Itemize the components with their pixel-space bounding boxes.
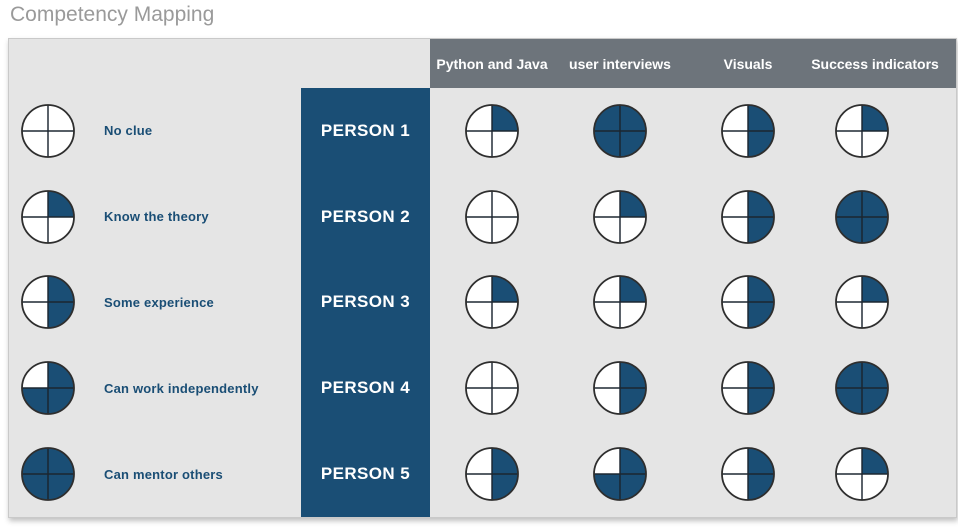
cell-p2-python-and-java [430, 174, 554, 260]
harvey-ball-level-4-icon [835, 189, 889, 244]
column-header-success-indicators: Success indicators [810, 39, 956, 88]
legend-label: Can mentor others [104, 466, 223, 482]
matrix-grid: Python and Java user interviews Visuals Suc… [9, 39, 956, 517]
column-header-label: Visuals [723, 55, 773, 72]
legend-label: Know the theory [104, 209, 209, 225]
cell-p5-user-interviews [554, 431, 686, 517]
harvey-ball-level-2-icon [593, 361, 647, 416]
person-label: PERSON 2 [320, 206, 411, 226]
person-row-header-4: PERSON 4 [301, 345, 430, 432]
cell-p4-visuals [686, 345, 810, 431]
person-label: PERSON 3 [320, 292, 411, 312]
cell-p2-visuals [686, 174, 810, 260]
harvey-ball-level-1-icon [593, 189, 647, 244]
legend-item-some-experience: Some experience [9, 260, 301, 346]
harvey-ball-level-1-icon [835, 275, 889, 330]
person-row-header-2: PERSON 2 [301, 173, 430, 260]
cell-p1-success-indicators [810, 88, 956, 174]
person-row-header-1: PERSON 1 [301, 88, 430, 174]
cell-p1-user-interviews [554, 88, 686, 174]
harvey-ball-level-4-icon [835, 361, 889, 416]
cell-p3-success-indicators [810, 260, 956, 346]
person-row-header-3: PERSON 3 [301, 259, 430, 346]
person-label: PERSON 5 [320, 464, 411, 484]
harvey-ball-level-1-icon [835, 103, 889, 158]
cell-p4-user-interviews [554, 345, 686, 431]
harvey-ball-level-2-icon [721, 275, 775, 330]
column-header-label: Python and Java [436, 55, 548, 72]
cell-p3-visuals [686, 260, 810, 346]
cell-p3-user-interviews [554, 260, 686, 346]
legend-item-can-work-independently: Can work independently [9, 345, 301, 431]
harvey-ball-level-1-icon [21, 189, 75, 244]
harvey-ball-level-1-icon [835, 447, 889, 501]
legend-item-can-mentor-others: Can mentor others [9, 431, 301, 517]
cell-p4-success-indicators [810, 345, 956, 431]
cell-p5-visuals [686, 431, 810, 517]
harvey-ball-level-2-icon [465, 447, 519, 501]
harvey-ball-level-0-icon [465, 189, 519, 244]
harvey-ball-level-2-icon [721, 189, 775, 244]
harvey-ball-level-0-icon [465, 361, 519, 416]
person-label: PERSON 1 [320, 120, 411, 140]
corner-spacer [9, 39, 430, 88]
harvey-ball-level-1-icon [465, 275, 519, 330]
page-title: Competency Mapping [10, 3, 215, 26]
column-header-label: Success indicators [811, 55, 939, 72]
column-header-label: user interviews [569, 55, 671, 72]
legend-label: Some experience [104, 294, 214, 310]
legend-label: Can work independently [104, 380, 259, 396]
legend-item-know-the-theory: Know the theory [9, 174, 301, 260]
column-header-python-and-java: Python and Java [430, 39, 554, 88]
harvey-ball-level-4-icon [21, 447, 75, 501]
legend-item-no-clue: No clue [9, 88, 301, 174]
harvey-ball-level-3-icon [21, 361, 75, 416]
harvey-ball-level-4-icon [593, 103, 647, 158]
cell-p3-python-and-java [430, 260, 554, 346]
column-header-user-interviews: user interviews [554, 39, 686, 88]
harvey-ball-level-1-icon [465, 103, 519, 158]
cell-p2-user-interviews [554, 174, 686, 260]
harvey-ball-level-2-icon [721, 447, 775, 501]
harvey-ball-level-1-icon [593, 275, 647, 330]
harvey-ball-level-2-icon [21, 275, 75, 330]
cell-p2-success-indicators [810, 174, 956, 260]
competency-panel: Python and Java user interviews Visuals Suc… [8, 38, 957, 518]
person-label: PERSON 4 [320, 378, 411, 398]
harvey-ball-level-2-icon [721, 103, 775, 158]
cell-p1-visuals [686, 88, 810, 174]
cell-p5-success-indicators [810, 431, 956, 517]
harvey-ball-level-3-icon [593, 447, 647, 501]
harvey-ball-level-0-icon [21, 103, 75, 158]
harvey-ball-level-2-icon [721, 361, 775, 416]
cell-p5-python-and-java [430, 431, 554, 517]
legend-label: No clue [104, 123, 153, 139]
person-row-header-5: PERSON 5 [301, 431, 430, 517]
cell-p4-python-and-java [430, 345, 554, 431]
column-header-visuals: Visuals [686, 39, 810, 88]
cell-p1-python-and-java [430, 88, 554, 174]
